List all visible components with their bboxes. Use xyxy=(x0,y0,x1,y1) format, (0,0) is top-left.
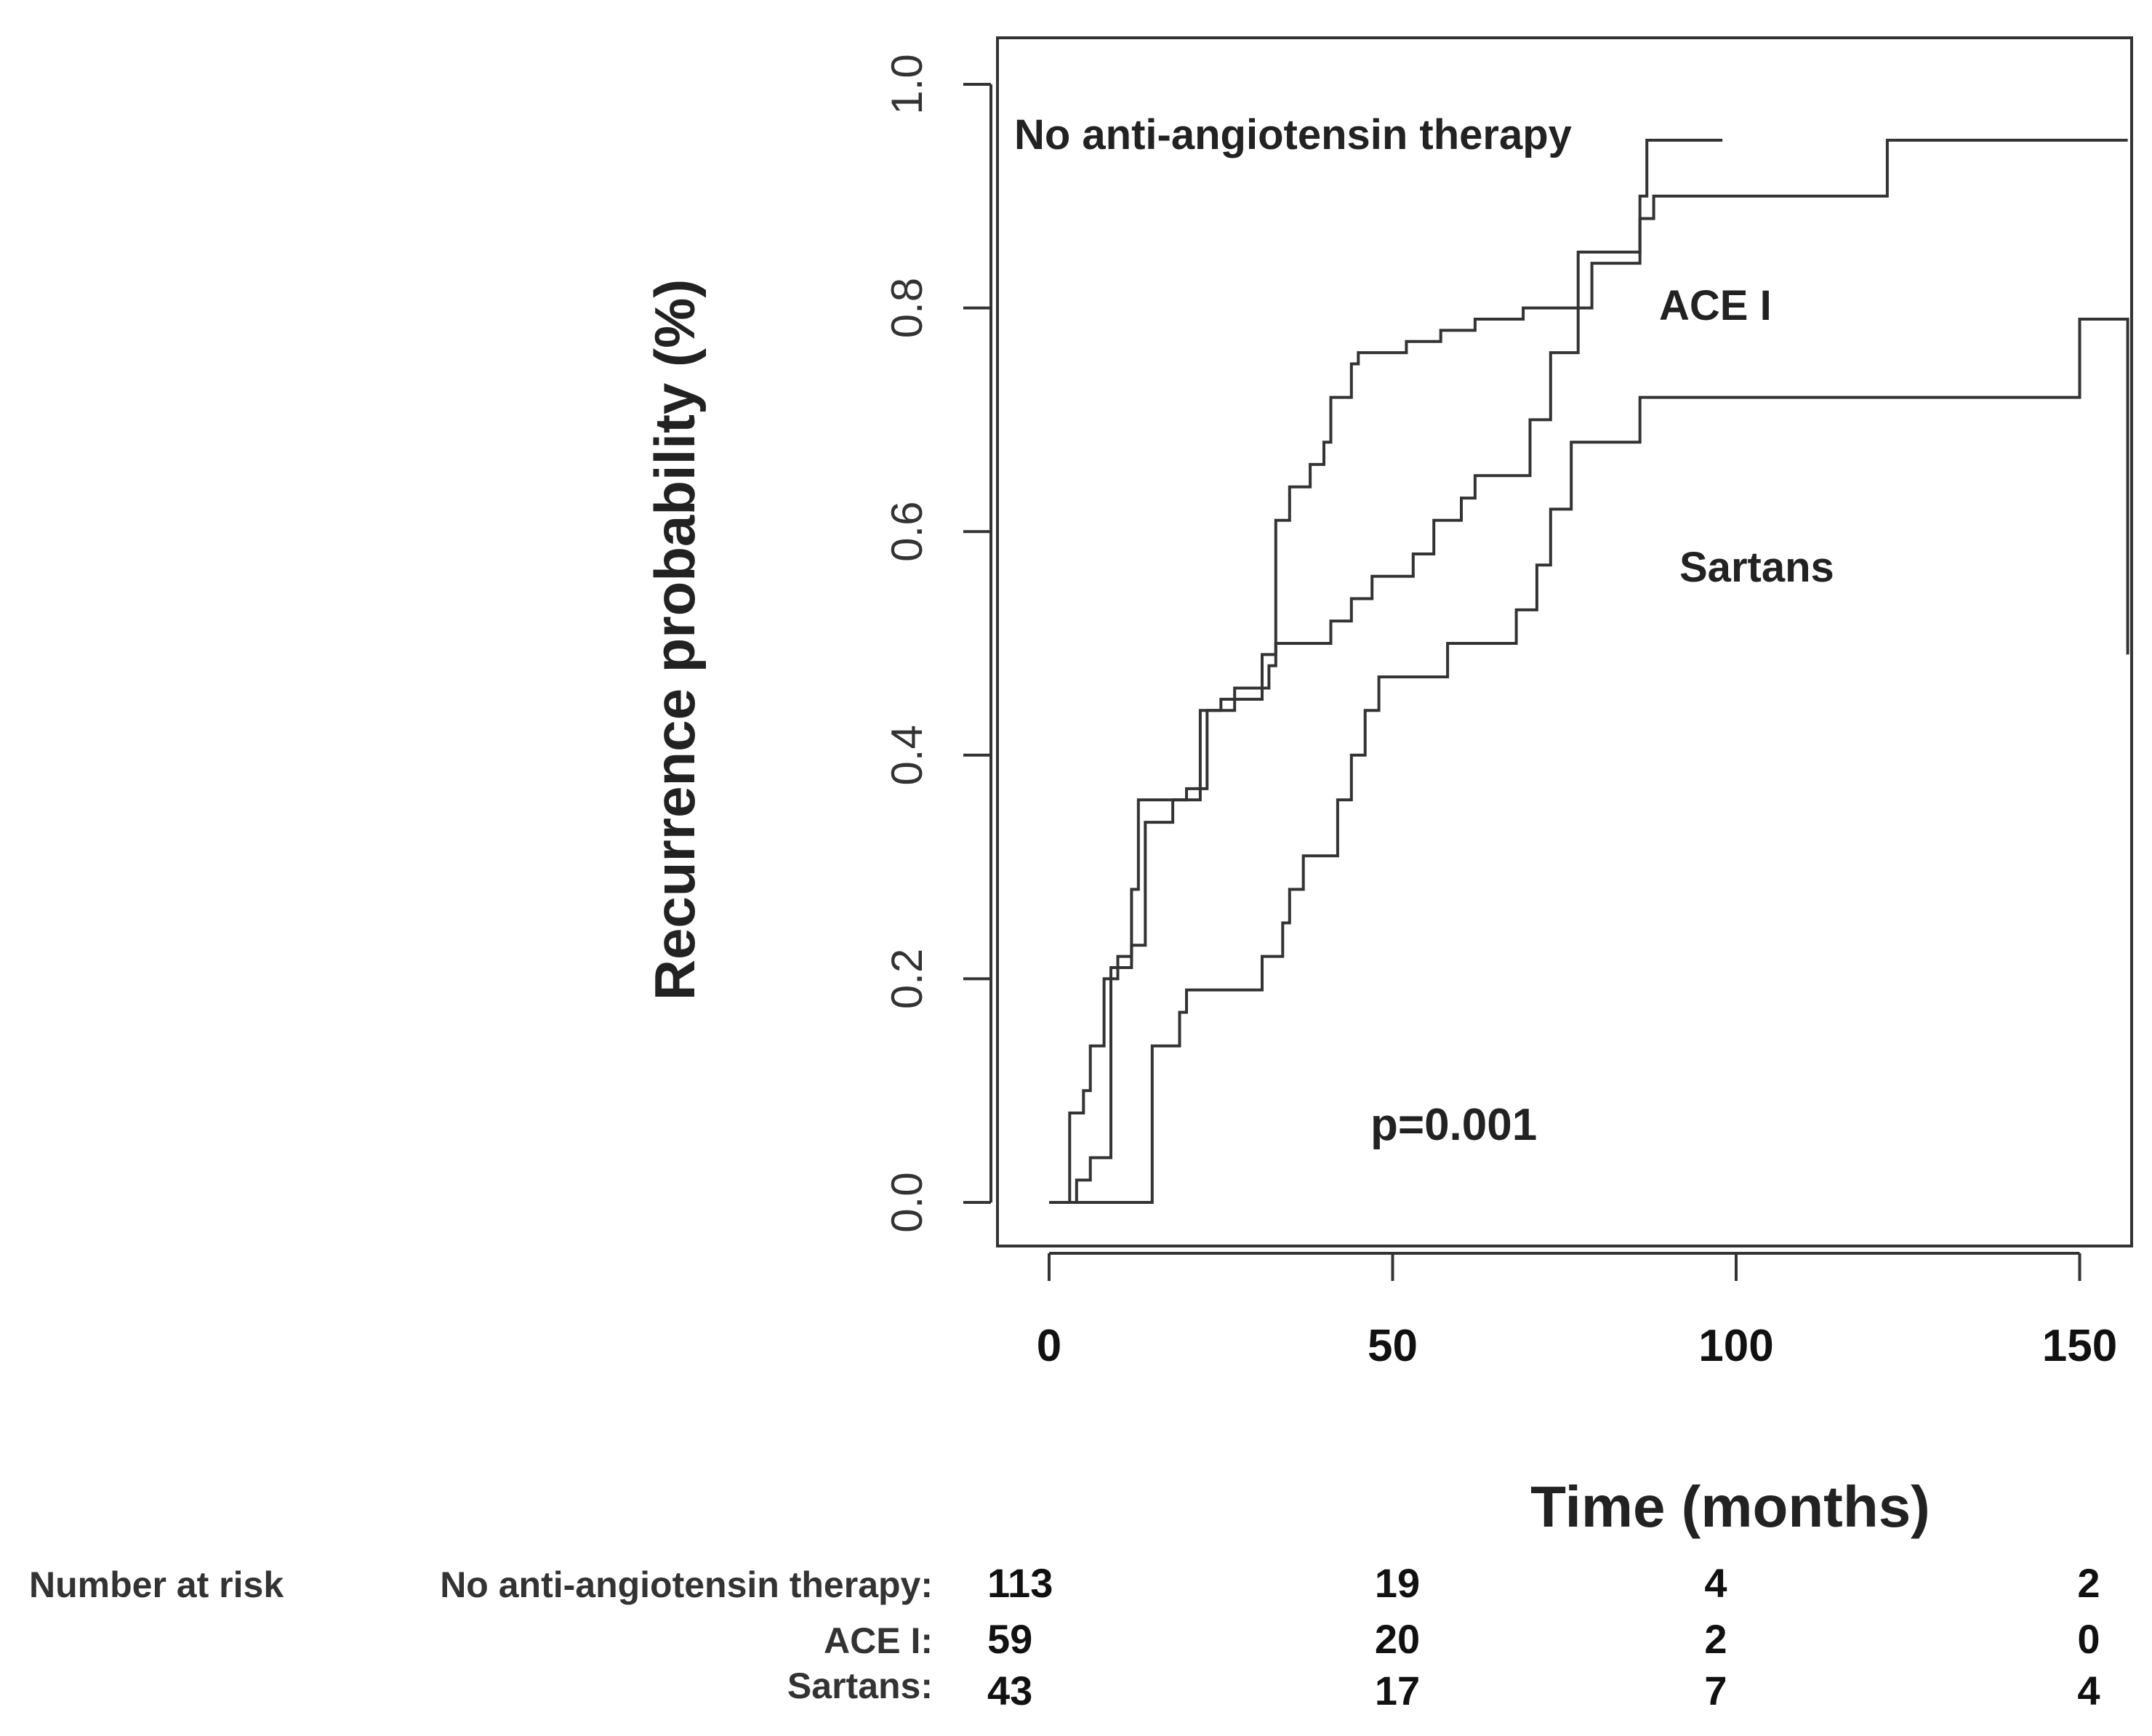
y-tick-label: 0.0 xyxy=(883,1172,931,1232)
y-tick-label: 0.6 xyxy=(883,501,931,561)
y-tick-label: 0.4 xyxy=(883,725,931,785)
plot-frame xyxy=(996,36,2133,1247)
risk-row-label-ace-i: ACE I: xyxy=(824,1620,933,1661)
risk-value: 43 xyxy=(987,1668,1032,1713)
y-axis: 0.0 0.2 0.4 0.6 0.8 1.0 xyxy=(883,54,992,1233)
risk-table-title: Number at risk xyxy=(29,1564,284,1605)
series-label-sartans: Sartans xyxy=(1679,544,1834,591)
risk-value: 59 xyxy=(987,1616,1032,1662)
risk-value: 4 xyxy=(2077,1668,2100,1713)
risk-value: 0 xyxy=(2077,1616,2100,1662)
x-tick-label: 50 xyxy=(1368,1321,1418,1371)
curve-ace-i xyxy=(1049,138,2128,1204)
risk-row-label-sartans: Sartans: xyxy=(787,1665,933,1706)
risk-value: 20 xyxy=(1375,1616,1420,1662)
risk-value: 4 xyxy=(1704,1560,1727,1606)
x-axis-label: Time (months) xyxy=(1530,1474,1930,1539)
x-tick-label: 100 xyxy=(1698,1321,1773,1371)
y-axis-label: Recurrence probability (%) xyxy=(643,279,707,1001)
risk-value: 19 xyxy=(1375,1560,1420,1606)
x-axis: 0 50 100 150 xyxy=(1037,1252,2117,1371)
curve-no-anti-angiotensin-therapy xyxy=(1049,138,1723,1204)
y-tick-label: 1.0 xyxy=(883,54,931,114)
risk-value: 113 xyxy=(987,1560,1053,1606)
curve-sartans xyxy=(1049,318,2129,1204)
x-tick-label: 0 xyxy=(1037,1321,1061,1371)
number-at-risk-table: Number at risk No anti-angiotensin thera… xyxy=(29,1560,2100,1713)
risk-row-label-no-therapy: No anti-angiotensin therapy: xyxy=(440,1564,933,1605)
curves xyxy=(1049,138,2129,1204)
series-label-no-therapy: No anti-angiotensin therapy xyxy=(1014,111,1572,158)
x-tick-label: 150 xyxy=(2042,1321,2117,1371)
risk-value: 2 xyxy=(2077,1560,2100,1606)
series-label-ace-i: ACE I xyxy=(1659,282,1772,329)
y-tick-label: 0.2 xyxy=(883,949,931,1009)
risk-value: 17 xyxy=(1375,1668,1420,1713)
risk-value: 7 xyxy=(1704,1668,1727,1713)
p-value-annotation: p=0.001 xyxy=(1370,1100,1537,1150)
risk-value: 2 xyxy=(1704,1616,1727,1662)
y-tick-label: 0.8 xyxy=(883,278,931,338)
